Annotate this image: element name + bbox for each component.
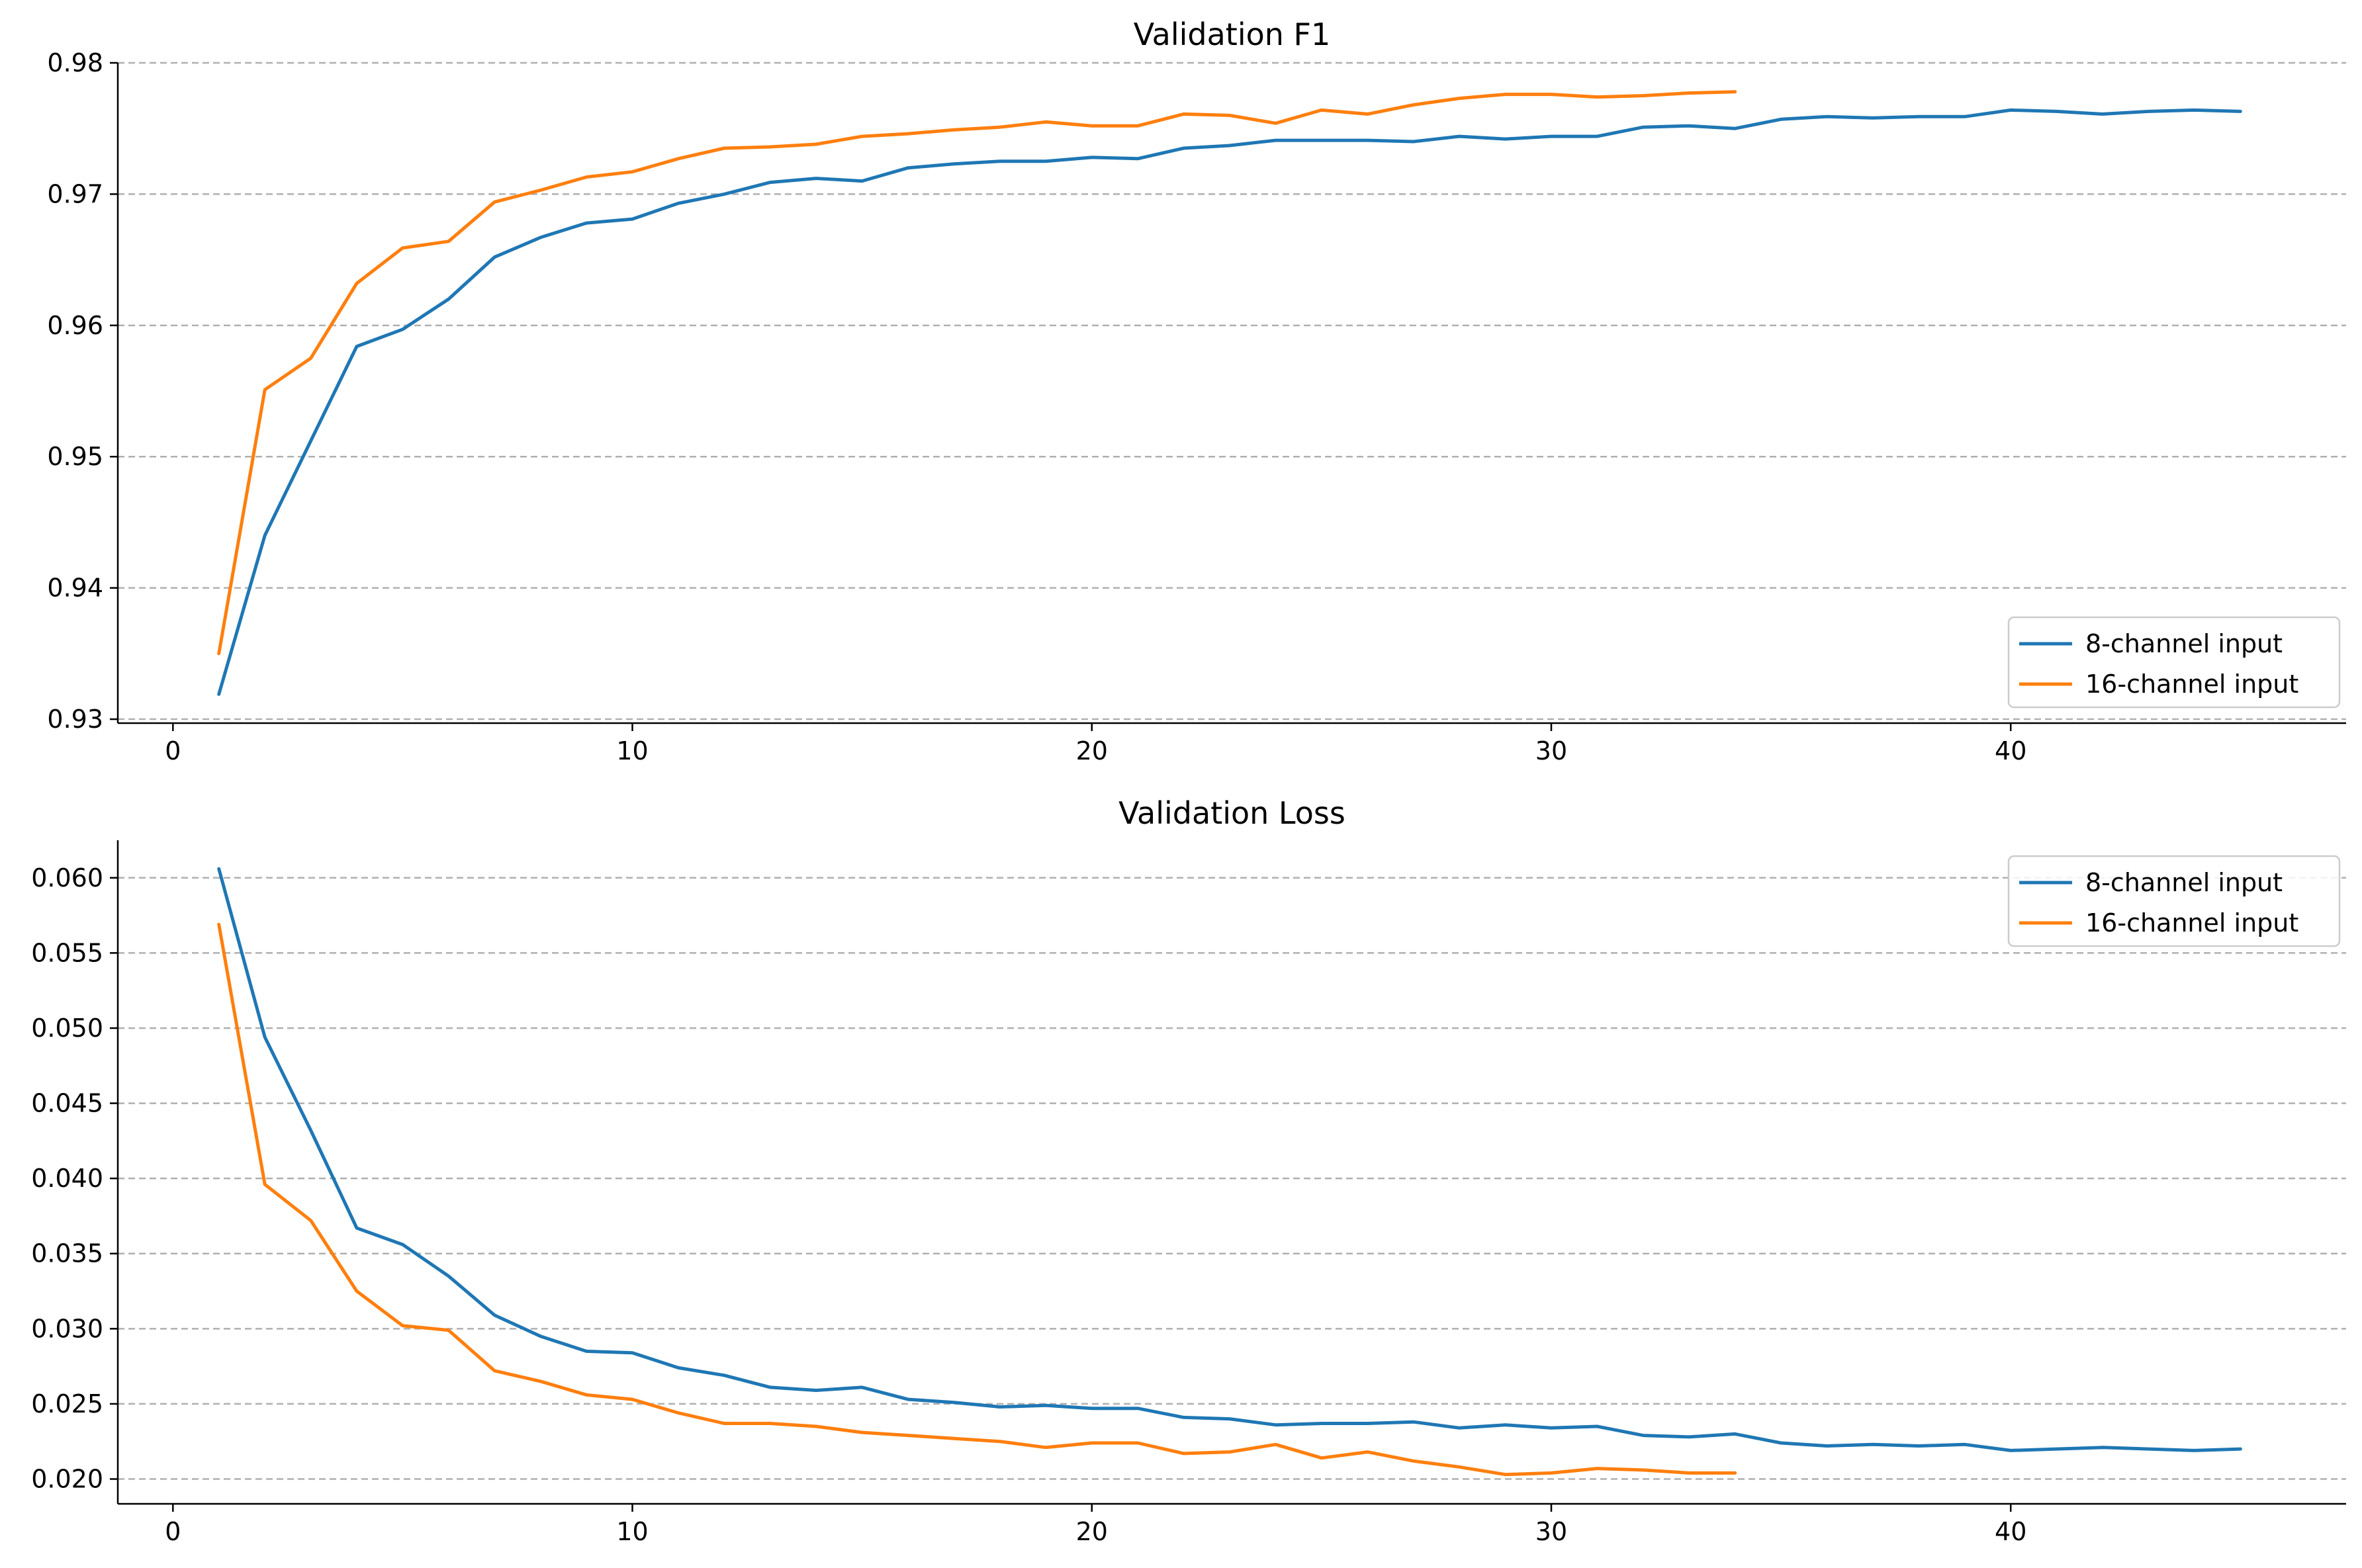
y-tick-label: 0.96 — [47, 311, 103, 340]
chart-title: Validation Loss — [1118, 795, 1345, 831]
y-tick-label: 0.045 — [31, 1089, 103, 1118]
y-tick-label: 0.94 — [47, 574, 103, 603]
y-tick-label: 0.035 — [31, 1239, 103, 1268]
y-tick-label: 0.93 — [47, 705, 103, 734]
legend: 8-channel input 16-channel input — [2007, 616, 2341, 709]
x-tick-label: 20 — [1076, 736, 1108, 765]
y-tick-label: 0.060 — [31, 863, 103, 893]
legend-box — [2007, 616, 2341, 709]
y-tick-label: 0.95 — [47, 442, 103, 471]
legend-label: 16-channel input — [2085, 670, 2298, 699]
legend-label: 16-channel input — [2085, 908, 2298, 937]
legend-box — [2007, 855, 2341, 947]
chart-title: Validation F1 — [1134, 17, 1331, 52]
x-tick-label: 0 — [165, 736, 181, 765]
series-line-16-channel — [217, 922, 1737, 1477]
y-tick-label: 0.97 — [47, 179, 103, 208]
x-tick-label: 30 — [1535, 1517, 1567, 1546]
y-tick-label: 0.025 — [31, 1389, 103, 1418]
x-tick-label: 40 — [1995, 736, 2026, 765]
x-tick-label: 10 — [616, 736, 648, 765]
legend-label: 8-channel input — [2085, 629, 2283, 658]
x-tick-label: 10 — [616, 1517, 648, 1546]
y-tick-label: 0.98 — [47, 48, 103, 77]
series-line-8-channel — [217, 108, 2242, 696]
loss-chart-panel: Validation Loss 0.020 0.025 0.030 0.035 0.040… — [31, 795, 2346, 1546]
series-line-16-channel — [217, 90, 1737, 656]
y-tick-label: 0.020 — [31, 1465, 103, 1494]
x-tick-label: 30 — [1535, 736, 1567, 765]
y-tick-label: 0.040 — [31, 1164, 103, 1193]
y-tick-label: 0.030 — [31, 1314, 103, 1343]
f1-chart-panel: Validation F1 0.93 0.94 0.95 0.96 0.97 0.98 0 10… — [47, 17, 2346, 765]
legend-label: 8-channel input — [2085, 868, 2283, 897]
series-line-8-channel — [217, 867, 2242, 1452]
x-tick-label: 0 — [165, 1517, 181, 1546]
legend: 8-channel input 16-channel input — [2007, 855, 2341, 947]
y-tick-label: 0.050 — [31, 1014, 103, 1043]
y-tick-label: 0.055 — [31, 938, 103, 967]
x-tick-label: 40 — [1995, 1517, 2026, 1546]
x-tick-label: 20 — [1076, 1517, 1108, 1546]
